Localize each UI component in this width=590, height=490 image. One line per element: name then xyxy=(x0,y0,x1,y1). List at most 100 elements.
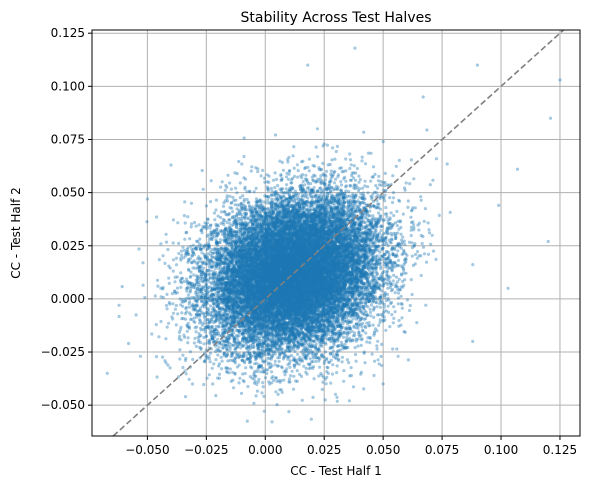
scatter-point xyxy=(312,211,316,216)
scatter-point xyxy=(400,302,404,306)
scatter-point xyxy=(265,314,269,318)
scatter-point xyxy=(310,252,314,256)
scatter-point xyxy=(365,321,369,325)
scatter-point xyxy=(155,278,160,282)
scatter-point xyxy=(231,310,235,314)
scatter-point xyxy=(249,271,254,275)
scatter-point xyxy=(219,355,223,359)
scatter-point xyxy=(286,254,290,259)
scatter-point xyxy=(409,278,413,282)
scatter-point xyxy=(282,295,286,299)
scatter-point xyxy=(205,376,209,380)
scatter-point xyxy=(266,337,270,341)
scatter-point xyxy=(276,289,280,293)
scatter-point xyxy=(270,420,274,424)
scatter-point xyxy=(315,213,319,218)
scatter-point xyxy=(300,283,304,287)
scatter-point xyxy=(246,258,251,262)
scatter-point xyxy=(235,241,239,245)
scatter-point xyxy=(331,349,335,353)
scatter-point xyxy=(323,260,327,264)
scatter-point xyxy=(258,298,262,303)
scatter-point xyxy=(266,198,270,202)
scatter-point xyxy=(419,198,423,202)
scatter-point xyxy=(320,387,324,391)
scatter-point xyxy=(185,329,189,333)
scatter-point xyxy=(303,272,308,276)
scatter-point xyxy=(190,382,195,386)
scatter-point xyxy=(258,227,262,231)
scatter-point xyxy=(294,224,298,228)
scatter-point xyxy=(369,303,373,307)
scatter-point xyxy=(376,358,380,362)
scatter-point xyxy=(374,269,378,273)
scatter-point xyxy=(374,184,378,188)
scatter-point xyxy=(273,186,277,190)
scatter-point xyxy=(319,284,323,288)
scatter-point xyxy=(232,386,236,390)
scatter-point xyxy=(296,297,300,301)
scatter-point xyxy=(331,281,335,285)
scatter-point xyxy=(279,305,283,309)
scatter-point xyxy=(306,289,310,293)
scatter-point xyxy=(427,231,432,235)
scatter-point xyxy=(251,276,255,280)
scatter-point xyxy=(306,276,310,280)
scatter-point xyxy=(150,332,154,336)
scatter-point xyxy=(227,336,231,340)
scatter-point xyxy=(193,326,197,330)
scatter-point xyxy=(288,289,292,293)
scatter-point xyxy=(347,361,351,365)
scatter-point xyxy=(296,265,300,269)
scatter-point xyxy=(304,290,308,294)
chart-title: Stability Across Test Halves xyxy=(240,10,431,26)
scatter-point xyxy=(347,213,351,217)
scatter-point xyxy=(340,360,344,364)
scatter-point xyxy=(263,322,267,326)
scatter-point xyxy=(420,241,424,246)
scatter-point xyxy=(284,285,288,289)
scatter-point xyxy=(176,312,180,316)
scatter-point xyxy=(319,279,323,283)
scatter-point xyxy=(245,297,249,301)
scatter-point xyxy=(260,277,264,281)
scatter-point xyxy=(241,379,245,383)
scatter-point xyxy=(305,215,309,219)
scatter-point xyxy=(255,287,259,291)
scatter-point xyxy=(331,363,335,367)
scatter-point xyxy=(305,247,309,251)
scatter-point xyxy=(289,321,293,325)
scatter-point xyxy=(292,237,296,241)
scatter-point xyxy=(304,173,308,177)
scatter-point xyxy=(246,345,250,349)
scatter-point xyxy=(313,266,317,270)
scatter-point xyxy=(348,152,352,156)
scatter-point xyxy=(261,271,265,275)
scatter-point xyxy=(329,231,333,235)
scatter-point xyxy=(319,263,324,267)
scatter-point xyxy=(304,333,308,337)
scatter-point xyxy=(164,232,168,236)
scatter-point xyxy=(246,297,250,301)
scatter-point xyxy=(351,267,355,271)
scatter-point xyxy=(257,245,261,250)
scatter-point xyxy=(253,283,257,288)
scatter-point xyxy=(345,335,349,340)
scatter-point xyxy=(313,227,318,231)
scatter-point xyxy=(301,273,305,278)
scatter-point xyxy=(324,231,328,235)
scatter-point xyxy=(270,261,274,265)
scatter-point xyxy=(313,296,317,300)
scatter-point xyxy=(395,209,399,213)
scatter-point xyxy=(270,307,274,311)
scatter-point xyxy=(209,200,213,204)
scatter-point xyxy=(375,186,380,190)
scatter-point xyxy=(328,248,332,252)
scatter-point xyxy=(348,158,353,162)
scatter-point xyxy=(283,373,287,377)
scatter-point xyxy=(266,290,270,294)
scatter-point xyxy=(239,346,243,350)
scatter-point xyxy=(350,254,354,258)
scatter-point xyxy=(329,381,333,385)
scatter-point xyxy=(298,284,302,288)
